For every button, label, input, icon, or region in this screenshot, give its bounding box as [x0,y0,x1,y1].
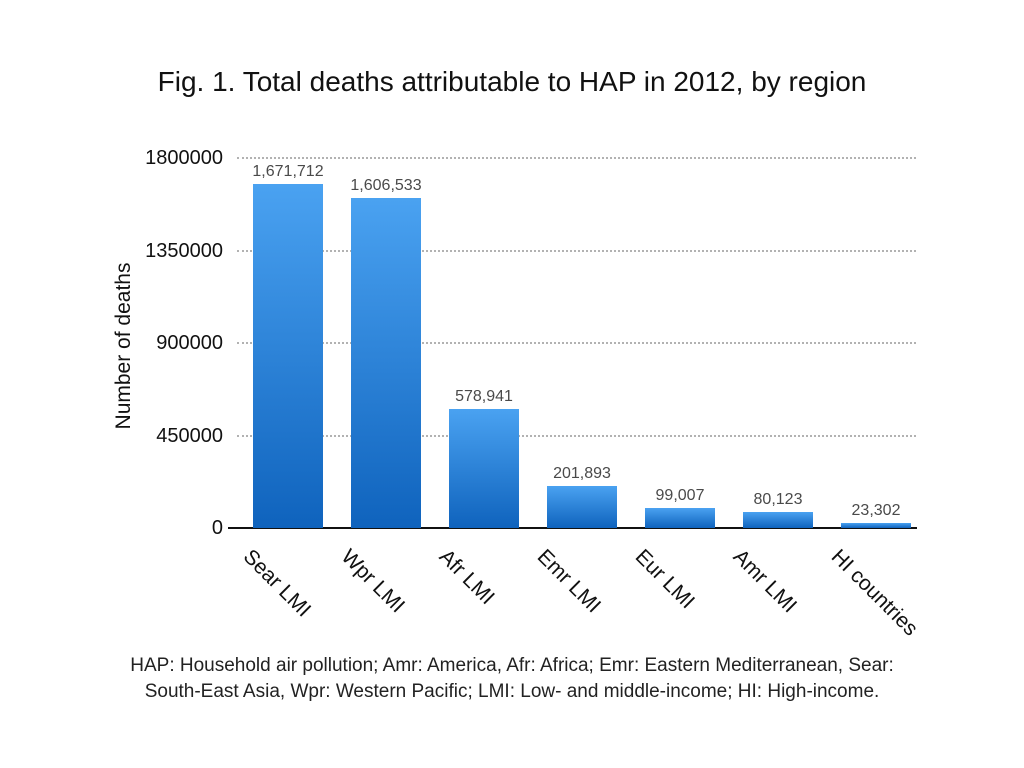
y-tick-label-1800000: 1800000 [145,147,223,169]
bar-amr-lmi [743,511,813,528]
x-axis-line [228,527,917,529]
bar-eur-lmi [645,507,715,528]
gridline-1350000 [237,249,916,252]
y-tick-label-450000: 450000 [156,424,223,447]
gridline-900000 [237,342,916,344]
bar-value-label-eur-lmi: 99,007 [655,486,705,504]
footnote-line-2: South-East Asia, Wpr: Western Pacific; L… [144,681,880,702]
bar-hi-countries [841,523,911,528]
y-tick-label-900000: 900000 [156,332,223,354]
x-tick-label-sear-lmi: Sear LMI [238,545,316,622]
chart-title: Fig. 1. Total deaths attributable to HAP… [157,66,867,97]
x-tick-label-hi-countries: HI countries [826,545,923,641]
x-tick-label-amr-lmi: Amr LMI [728,545,802,618]
bar-wpr-lmi [351,197,421,528]
gridline-1800000 [237,157,916,159]
footnote-line-1: HAP: Household air pollution; Amr: Ameri… [130,655,894,676]
bar-value-label-afr-lmi: 578,941 [455,387,513,405]
x-tick-label-wpr-lmi: Wpr LMI [336,545,410,618]
bar-value-label-sear-lmi: 1,671,712 [252,163,324,181]
bar-afr-lmi [449,408,519,528]
bar-value-label-wpr-lmi: 1,606,533 [350,176,422,194]
bar-value-label-emr-lmi: 201,893 [553,465,611,483]
bar-value-label-amr-lmi: 80,123 [753,490,803,508]
x-tick-label-emr-lmi: Emr LMI [532,545,606,618]
y-tick-label-1350000: 1350000 [145,239,223,262]
bar-sear-lmi [253,184,323,528]
x-tick-label-eur-lmi: Eur LMI [630,545,699,614]
x-tick-label-afr-lmi: Afr LMI [434,545,499,610]
footnote: HAP: Household air pollution; Amr: Ameri… [0,653,1024,705]
bar-emr-lmi [547,486,617,528]
gridline-450000 [237,434,916,437]
y-tick-label-0: 0 [211,517,223,539]
bar-value-label-hi-countries: 23,302 [851,502,901,520]
